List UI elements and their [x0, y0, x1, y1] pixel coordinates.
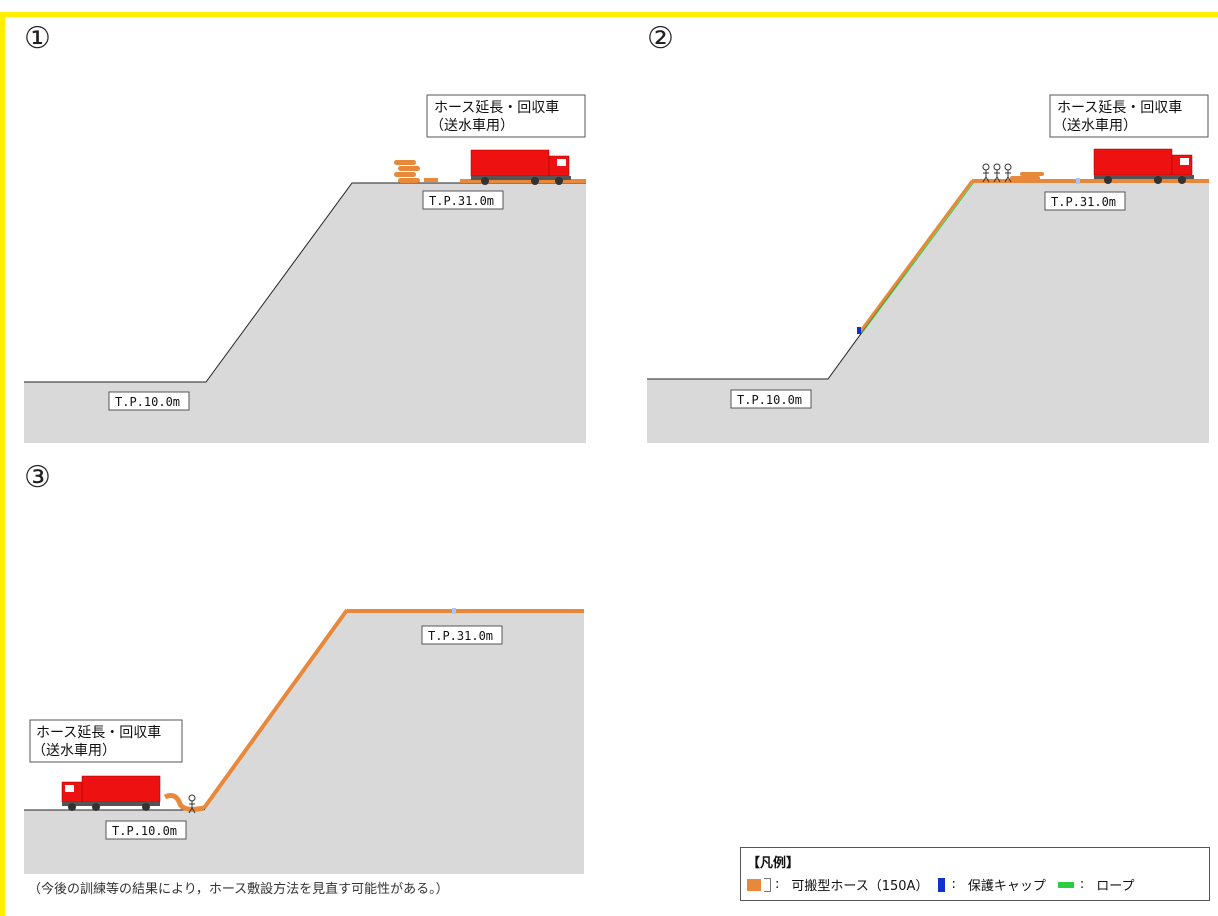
panel-3-number: ③ — [24, 460, 51, 495]
hose — [163, 793, 205, 812]
footnote: （今後の訓練等の結果により，ホース敷設方法を見直す可能性がある。） — [28, 882, 449, 897]
panel-3: ③ ホース延長・回収車 （送水車用） T.P.31.0m T.P.10.0m — [24, 460, 584, 874]
hose — [858, 180, 974, 333]
lower-level-label: T.P.10.0m — [112, 824, 177, 838]
vehicle-label-line1: ホース延長・回収車 — [434, 99, 559, 116]
upper-level-label: T.P.31.0m — [428, 629, 493, 643]
panel-3-ground — [24, 612, 584, 874]
lower-level-label: T.P.10.0m — [737, 393, 802, 407]
lower-level-box — [105, 820, 187, 840]
vehicle-label-box — [29, 719, 183, 763]
frame-left-border — [0, 12, 5, 916]
hose-coil-icon — [394, 160, 438, 183]
lower-level-box — [730, 389, 812, 409]
upper-level-label: T.P.31.0m — [429, 194, 494, 208]
legend-colon: : — [775, 877, 780, 892]
legend-title: 【凡例】 — [747, 856, 800, 871]
vehicle-label-box — [1049, 94, 1209, 138]
panel-2-ground — [647, 181, 1209, 443]
panel-1: ① ホース延長・回収車 （送水車用） T.P.31.0m T.P.10.0m — [24, 21, 586, 443]
legend-row: : 可搬型ホース（150A） : 保護キャップ : ロープ — [747, 875, 1134, 894]
rope — [861, 181, 975, 334]
legend: 【凡例】 : 可搬型ホース（150A） : 保護キャップ : ロープ — [740, 847, 1210, 901]
upper-level-box — [422, 190, 504, 210]
upper-level-box — [421, 625, 503, 645]
hose-end-icon — [764, 877, 771, 892]
upper-level-box — [1044, 191, 1126, 211]
panel-2-number: ② — [647, 21, 674, 56]
vehicle-label-line2: （送水車用） — [1053, 117, 1137, 134]
vehicle-label-line2: （送水車用） — [32, 742, 116, 759]
upper-level-label: T.P.31.0m — [1051, 195, 1116, 209]
frame-top-border — [0, 12, 1218, 17]
panel-2: ② ホース延長・回収車 （送水車用） T.P.31.0m T.P.10.0m — [647, 21, 1209, 443]
vehicle-label-line1: ホース延長・回収車 — [1057, 99, 1182, 116]
lower-level-box — [108, 391, 190, 411]
hose — [347, 609, 584, 613]
vehicle-label-line1: ホース延長・回収車 — [36, 724, 161, 741]
truck-icon — [1093, 148, 1195, 185]
hose-coil-icon — [1010, 172, 1044, 180]
legend-colon: : — [951, 877, 956, 892]
legend-cap-label: 保護キャップ — [967, 879, 1046, 894]
hose — [972, 179, 1209, 183]
legend-rope-label: ロープ — [1096, 879, 1135, 894]
protective-cap — [857, 327, 861, 334]
rope-swatch — [1057, 881, 1074, 888]
lower-level-label: T.P.10.0m — [115, 395, 180, 409]
cap-swatch — [938, 877, 946, 892]
legend-hose-label: 可搬型ホース（150A） — [791, 879, 929, 894]
truck-icon — [470, 149, 572, 186]
panel-1-number: ① — [24, 21, 51, 56]
legend-colon: : — [1079, 877, 1085, 892]
vehicle-label-box — [426, 94, 586, 138]
panel-1-ground — [24, 183, 586, 443]
hose — [460, 179, 586, 183]
hose — [202, 608, 349, 810]
truck-icon — [61, 775, 161, 812]
vehicle-label-line2: （送水車用） — [430, 117, 514, 134]
hose-swatch — [747, 878, 761, 891]
